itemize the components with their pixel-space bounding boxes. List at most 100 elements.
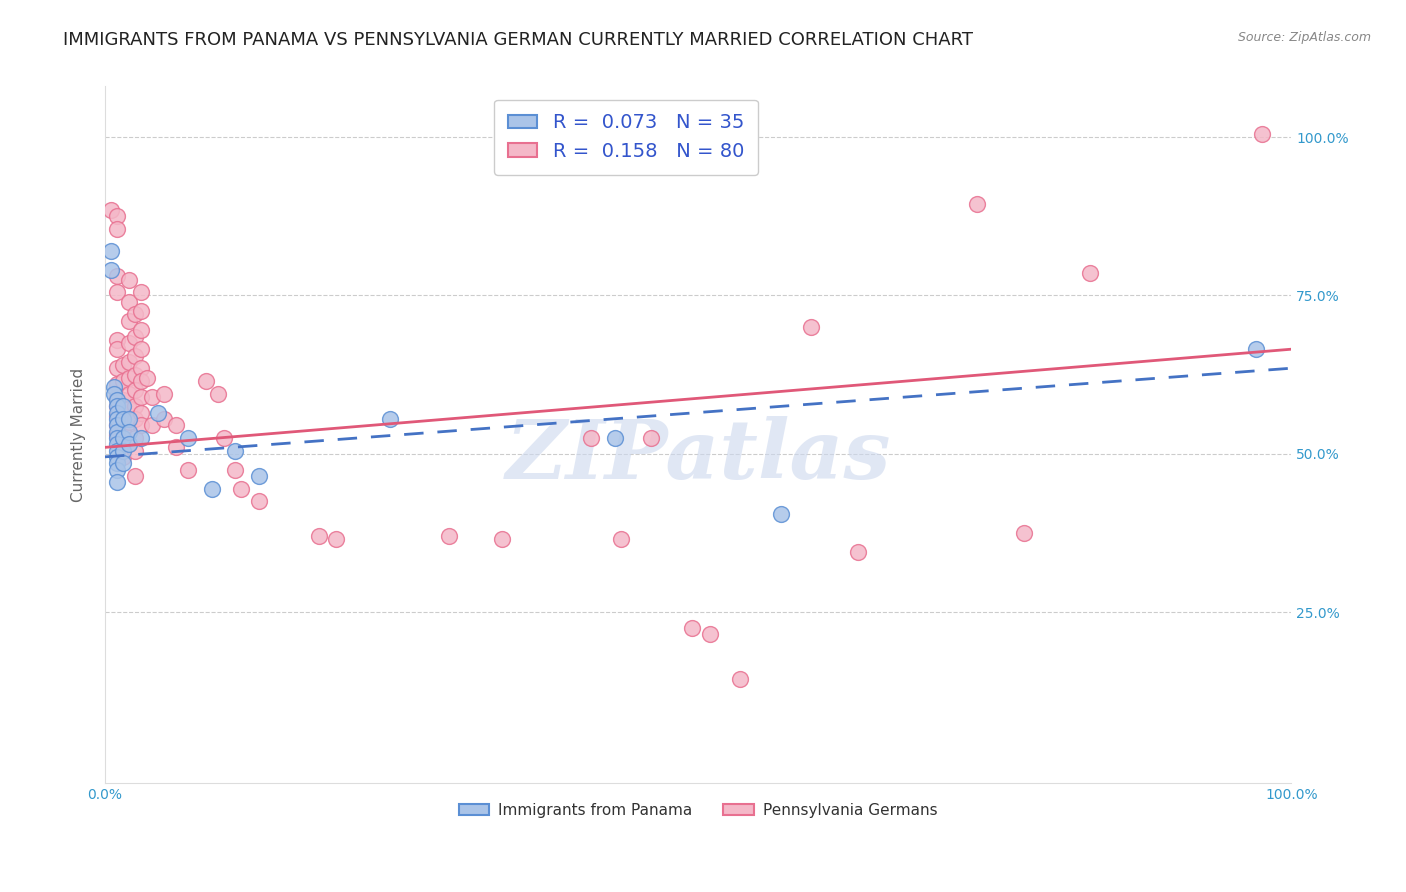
Text: ZIPatlas: ZIPatlas (505, 416, 891, 496)
Point (800, 320, 823, 334)
Point (111, 409, 134, 423)
Point (105, 425, 128, 439)
Point (118, 412, 141, 426)
Point (105, 285, 128, 300)
Point (118, 314, 141, 328)
Point (603, 431, 626, 445)
Point (135, 370, 157, 384)
Point (105, 412, 128, 426)
Point (581, 431, 603, 445)
Y-axis label: Currently Married: Currently Married (72, 368, 86, 502)
Point (105, 377, 128, 392)
Point (105, 450, 128, 464)
Point (129, 361, 152, 376)
Point (111, 441, 134, 455)
Point (124, 307, 146, 321)
Point (640, 431, 662, 445)
Point (100, 202, 122, 217)
Point (105, 269, 128, 284)
Point (111, 456, 134, 470)
Text: Source: ZipAtlas.com: Source: ZipAtlas.com (1237, 31, 1371, 45)
Point (111, 392, 134, 407)
Point (1014, 525, 1036, 540)
Point (247, 494, 270, 508)
Point (118, 355, 141, 369)
Point (378, 412, 401, 426)
Point (129, 418, 152, 433)
Point (105, 399, 128, 413)
Point (129, 342, 152, 356)
Point (1244, 342, 1267, 356)
Point (124, 349, 146, 363)
Point (103, 386, 125, 401)
Point (105, 418, 128, 433)
Point (177, 431, 200, 445)
Point (846, 545, 869, 559)
Point (111, 374, 134, 388)
Point (105, 209, 128, 223)
Point (105, 399, 128, 413)
Point (111, 358, 134, 372)
Point (699, 627, 721, 641)
Point (491, 532, 513, 546)
Point (111, 450, 134, 464)
Point (103, 380, 125, 394)
Point (224, 462, 246, 476)
Point (681, 621, 703, 635)
Point (224, 443, 246, 458)
Point (770, 507, 793, 521)
Point (124, 431, 146, 445)
Point (129, 431, 152, 445)
Point (153, 412, 176, 426)
Point (124, 399, 146, 413)
Point (105, 437, 128, 451)
Point (111, 399, 134, 413)
Point (111, 443, 134, 458)
Point (148, 405, 170, 419)
Point (118, 402, 141, 417)
Point (105, 392, 128, 407)
Point (111, 412, 134, 426)
Point (129, 390, 152, 404)
Point (118, 335, 141, 350)
Point (129, 374, 152, 388)
Point (247, 468, 270, 483)
Point (1078, 266, 1101, 280)
Point (118, 437, 141, 451)
Point (100, 244, 122, 258)
Point (105, 361, 128, 376)
Point (118, 294, 141, 309)
Point (105, 427, 128, 442)
Point (437, 529, 460, 543)
Point (212, 431, 235, 445)
Legend: Immigrants from Panama, Pennsylvania Germans: Immigrants from Panama, Pennsylvania Ger… (453, 797, 943, 824)
Point (194, 374, 217, 388)
Point (153, 386, 176, 401)
Point (124, 384, 146, 398)
Point (105, 390, 128, 404)
Point (231, 482, 253, 496)
Point (129, 323, 152, 337)
Point (124, 412, 146, 426)
Point (111, 425, 134, 439)
Point (118, 415, 141, 429)
Point (141, 390, 163, 404)
Point (165, 441, 187, 455)
Point (129, 304, 152, 318)
Point (129, 405, 152, 419)
Point (124, 443, 146, 458)
Point (141, 418, 163, 433)
Point (1250, 127, 1272, 141)
Point (165, 418, 187, 433)
Point (100, 263, 122, 277)
Point (118, 272, 141, 286)
Point (105, 462, 128, 476)
Point (124, 368, 146, 382)
Point (105, 443, 128, 458)
Point (207, 386, 229, 401)
Point (105, 222, 128, 236)
Point (966, 196, 988, 211)
Point (105, 475, 128, 490)
Point (124, 329, 146, 343)
Point (728, 672, 751, 686)
